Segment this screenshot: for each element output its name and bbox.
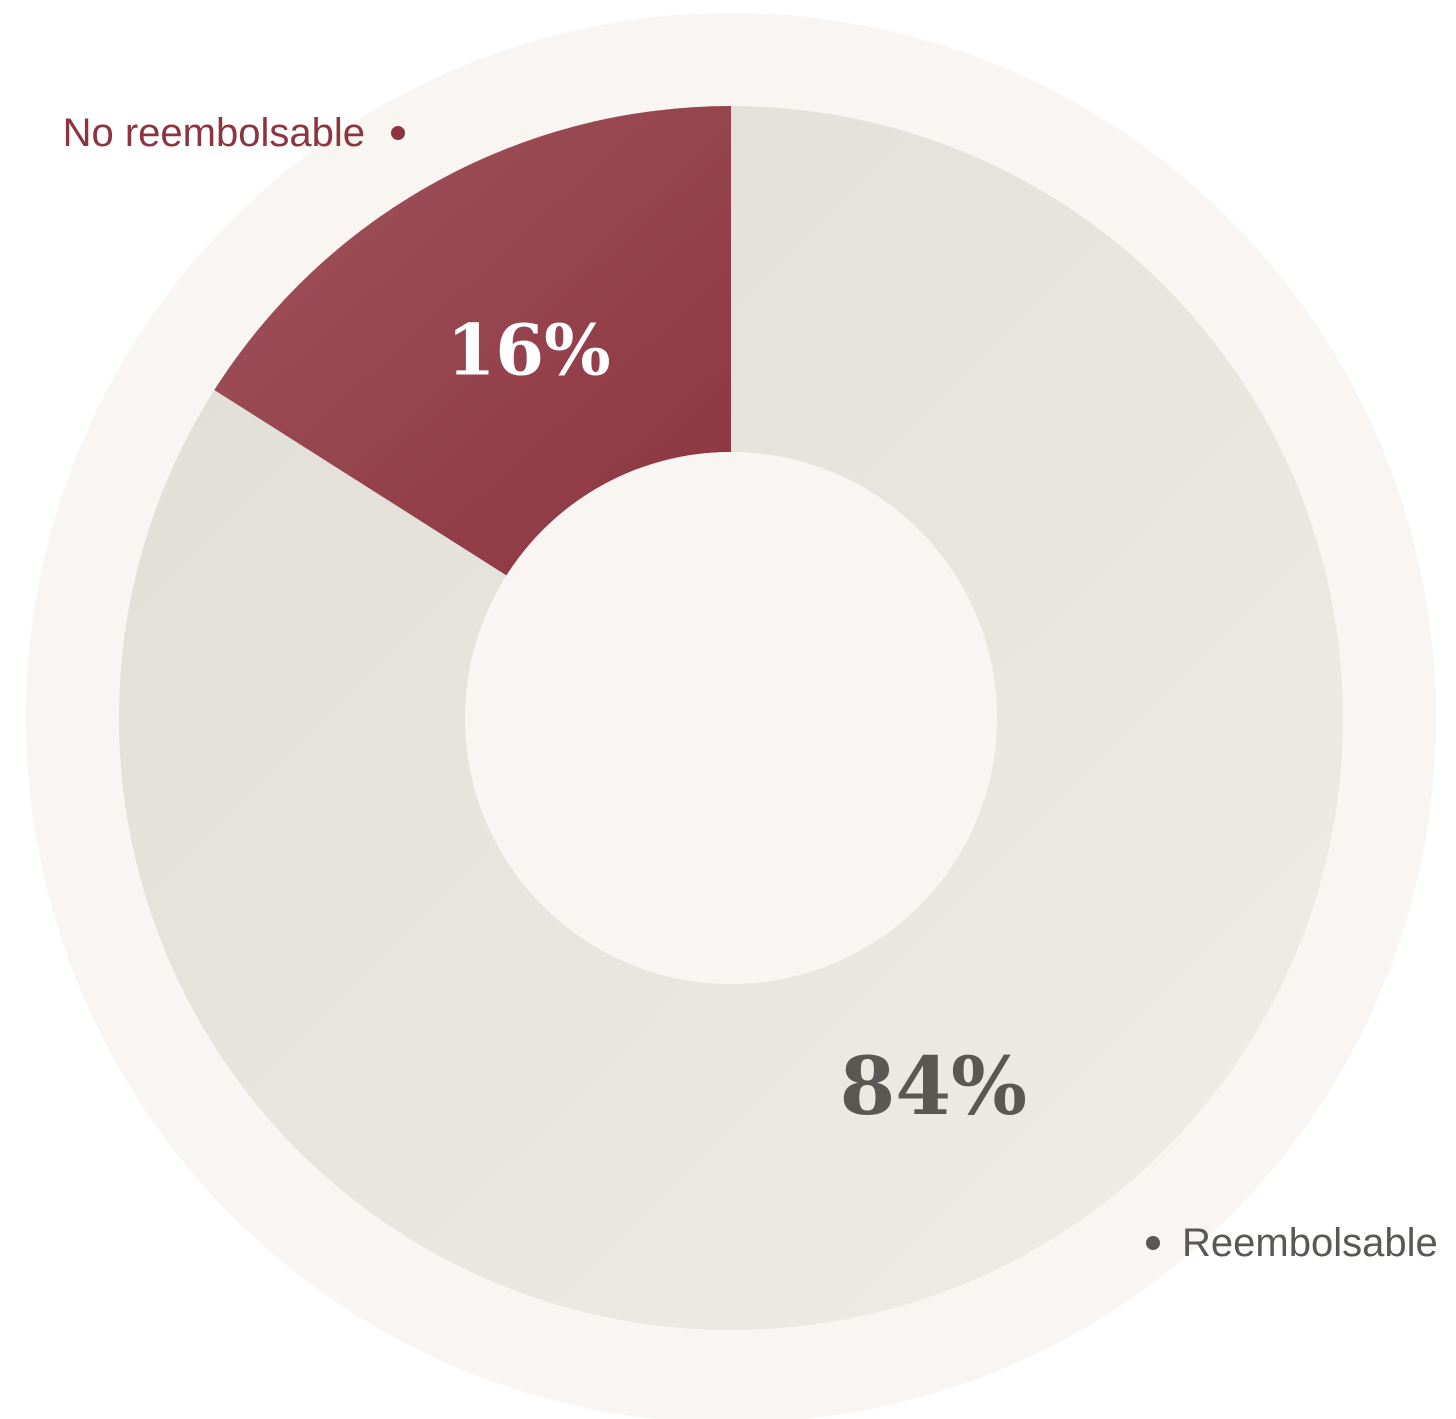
- slice-reembolsable: [119, 106, 1344, 1330]
- donut-hole: [465, 452, 997, 984]
- slice-no-reembolsable: [214, 106, 732, 576]
- legend-label: No reembolsable: [63, 111, 365, 155]
- legend-marker-dot: [391, 126, 405, 140]
- legend-marker-dot: [1146, 1236, 1160, 1250]
- legend-label: Reembolsable: [1182, 1221, 1438, 1265]
- slice-value-label: 84%: [840, 1039, 1027, 1133]
- slice-value-label: 16%: [447, 308, 611, 391]
